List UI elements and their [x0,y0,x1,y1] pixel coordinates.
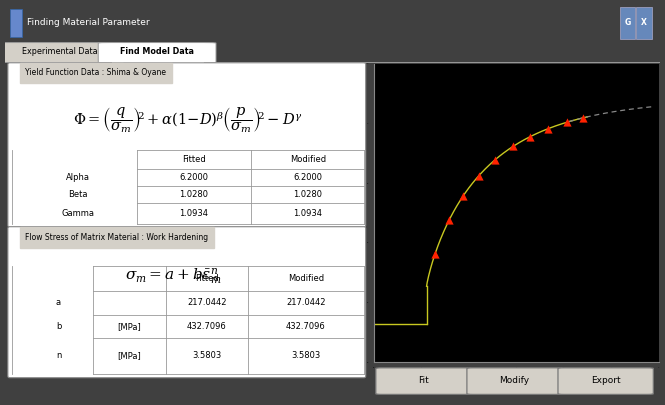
Text: Flow Stress of Matrix Material : Work Hardening: Flow Stress of Matrix Material : Work Ha… [25,233,209,242]
Text: Find Model Data: Find Model Data [120,47,194,56]
Text: [MPa]: [MPa] [117,352,141,360]
Text: 6.2000: 6.2000 [293,173,323,182]
Text: 432.7096: 432.7096 [187,322,227,331]
Text: Modified: Modified [290,155,326,164]
Text: b: b [56,322,61,331]
Point [430,251,440,258]
Text: Beta: Beta [68,190,88,199]
Point [561,119,572,126]
FancyBboxPatch shape [376,368,471,394]
Text: 432.7096: 432.7096 [286,322,326,331]
Text: Alpha: Alpha [66,173,90,182]
Text: Gamma: Gamma [62,209,94,218]
Text: Fit: Fit [418,376,429,385]
Text: n: n [56,352,61,360]
Text: 217.0442: 217.0442 [187,298,226,307]
Text: Modified: Modified [288,274,324,283]
Text: 6.2000: 6.2000 [180,173,208,182]
Text: 3.5803: 3.5803 [291,352,321,360]
FancyBboxPatch shape [98,43,216,63]
Point [525,134,535,140]
Text: Yield Function Data : Shima & Oyane: Yield Function Data : Shima & Oyane [25,68,166,77]
Text: G: G [624,17,630,27]
Text: 1.0934: 1.0934 [293,209,323,218]
Point [444,217,454,223]
Text: 217.0442: 217.0442 [286,298,326,307]
FancyBboxPatch shape [8,227,366,378]
Text: X: X [641,17,647,27]
Text: $\Phi=\left(\dfrac{q}{\sigma_m}\right)^{\!\!2}+\alpha(1{-}D)^{\beta}\left(\dfrac: $\Phi=\left(\dfrac{q}{\sigma_m}\right)^{… [72,104,303,134]
Text: Modify: Modify [499,376,529,385]
Text: 3.5803: 3.5803 [192,352,221,360]
Text: 1.0280: 1.0280 [180,190,208,199]
Text: Fitted: Fitted [182,155,205,164]
Text: $\sigma_m = a + b\bar{\varepsilon}_m^n$: $\sigma_m = a + b\bar{\varepsilon}_m^n$ [124,267,221,287]
FancyBboxPatch shape [0,43,123,63]
Bar [636,7,652,38]
FancyBboxPatch shape [467,368,562,394]
Point [578,115,589,121]
Point [473,173,484,179]
Point [458,192,469,199]
Point [508,143,519,149]
Text: Finding Material Parameter: Finding Material Parameter [27,18,150,28]
Point [542,126,553,132]
Text: Export: Export [591,376,620,385]
Text: [MPa]: [MPa] [117,322,141,331]
Bar [620,7,636,38]
Text: Experimental Data: Experimental Data [22,47,98,56]
FancyBboxPatch shape [8,63,366,227]
Text: 1.0934: 1.0934 [180,209,208,218]
Text: 1.0280: 1.0280 [293,190,323,199]
FancyBboxPatch shape [558,368,653,394]
Text: a: a [56,298,61,307]
Text: Fitted: Fitted [195,274,219,283]
Bar [10,9,22,36]
Point [490,156,501,163]
